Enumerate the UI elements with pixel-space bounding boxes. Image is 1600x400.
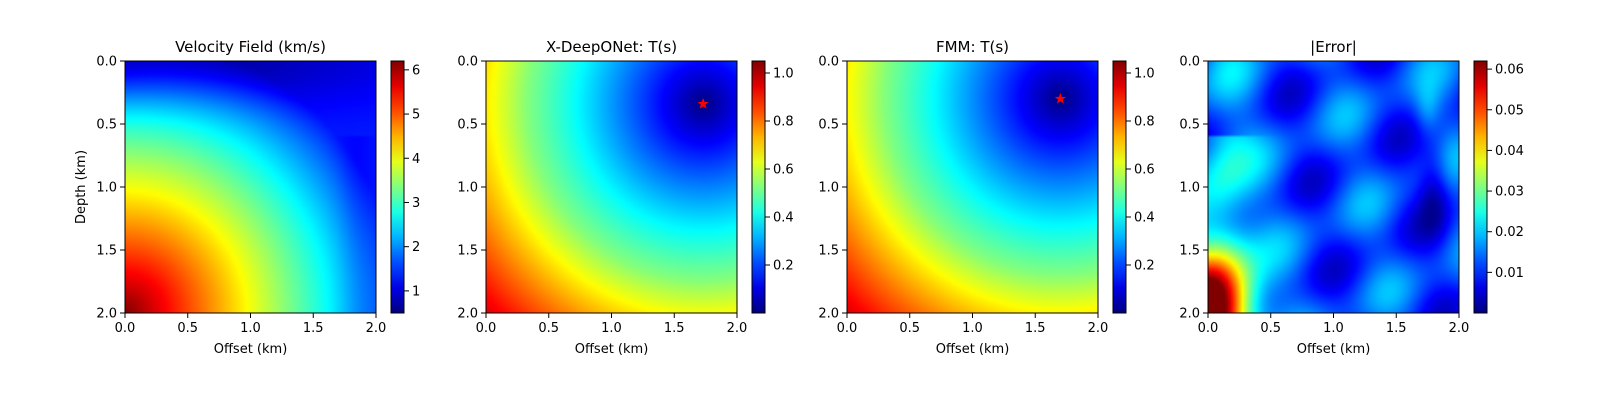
chart-title: |Error| xyxy=(1310,38,1357,56)
colorbar-tick-label: 0.03 xyxy=(1495,185,1524,200)
x-tick-label: 1.5 xyxy=(303,321,324,336)
colorbar-tick-label: 1.0 xyxy=(773,67,794,82)
colorbar xyxy=(390,60,405,314)
y-tick-label: 0.5 xyxy=(1179,118,1200,133)
colorbar-tick-label: 0.4 xyxy=(1134,211,1155,226)
x-tick-label: 1.0 xyxy=(1323,321,1344,336)
colorbar-tick-label: 0.4 xyxy=(773,211,794,226)
x-axis-label: Offset (km) xyxy=(1297,342,1371,357)
heatmap-image xyxy=(1208,61,1459,313)
colorbar-tick-label: 1 xyxy=(412,284,420,299)
y-tick-label: 1.0 xyxy=(457,181,478,196)
x-tick-label: 2.0 xyxy=(1449,321,1470,336)
x-tick-label: 1.0 xyxy=(962,321,983,336)
y-tick-label: 1.0 xyxy=(1179,181,1200,196)
colorbar-tick-label: 0.05 xyxy=(1495,103,1524,118)
x-tick-label: 2.0 xyxy=(1088,321,1109,336)
y-tick-label: 0.0 xyxy=(96,55,117,70)
x-tick-label: 0.5 xyxy=(1260,321,1281,336)
colorbar xyxy=(1473,60,1488,314)
heatmap-image xyxy=(486,61,737,313)
x-tick-label: 1.5 xyxy=(664,321,685,336)
y-tick-label: 0.5 xyxy=(818,118,839,133)
panel-1: Velocity Field (km/s)0.0 0.5 1.0 1.5 2.00.00… xyxy=(74,38,420,357)
colorbar-tick-label: 0.06 xyxy=(1495,63,1524,78)
y-tick-label: 1.0 xyxy=(96,181,117,196)
x-tick-label: 0.5 xyxy=(538,321,559,336)
x-axis-label: Offset (km) xyxy=(936,342,1010,357)
colorbar-tick-label: 5 xyxy=(412,108,420,123)
x-tick-label: 1.0 xyxy=(601,321,622,336)
x-axis-label: Offset (km) xyxy=(214,342,288,357)
y-tick-label: 1.5 xyxy=(96,244,117,259)
colorbar xyxy=(751,60,766,314)
x-tick-label: 0.0 xyxy=(1198,321,1219,336)
colorbar-tick-label: 1.0 xyxy=(1134,67,1155,82)
y-tick-label: 2.0 xyxy=(818,307,839,322)
y-tick-label: 1.0 xyxy=(818,181,839,196)
panel-3: FMM: T(s)0.0 0.5 1.0 1.5 2.00.00.51.01.52.0O… xyxy=(818,38,1154,357)
y-axis-label: Depth (km) xyxy=(74,150,89,224)
x-tick-label: 0.5 xyxy=(177,321,198,336)
y-tick-label: 0.0 xyxy=(1179,55,1200,70)
y-tick-label: 0.0 xyxy=(457,55,478,70)
y-tick-label: 1.5 xyxy=(818,244,839,259)
colorbar xyxy=(1112,60,1127,314)
x-tick-label: 0.0 xyxy=(115,321,136,336)
colorbar-tick-label: 0.8 xyxy=(773,115,794,130)
colorbar-tick-label: 0.02 xyxy=(1495,225,1524,240)
colorbar-tick-label: 0.2 xyxy=(1134,259,1155,274)
colorbar-tick-label: 6 xyxy=(412,63,420,78)
colorbar-tick-label: 3 xyxy=(412,196,420,211)
panel-4: |Error|0.0 0.5 1.0 1.5 2.00.00.51.01.52.0Off… xyxy=(1179,38,1524,357)
y-tick-label: 2.0 xyxy=(457,307,478,322)
chart-title: FMM: T(s) xyxy=(936,38,1009,56)
x-tick-label: 0.0 xyxy=(837,321,858,336)
y-tick-label: 1.5 xyxy=(1179,244,1200,259)
x-tick-label: 1.0 xyxy=(240,321,261,336)
x-tick-label: 1.5 xyxy=(1025,321,1046,336)
y-tick-label: 1.5 xyxy=(457,244,478,259)
y-tick-label: 0.0 xyxy=(818,55,839,70)
x-tick-label: 2.0 xyxy=(366,321,387,336)
source-star-marker xyxy=(697,97,709,109)
colorbar-tick-label: 2 xyxy=(412,240,420,255)
colorbar-tick-label: 0.8 xyxy=(1134,115,1155,130)
y-tick-label: 2.0 xyxy=(1179,307,1200,322)
x-tick-label: 1.5 xyxy=(1386,321,1407,336)
colorbar-tick-label: 0.6 xyxy=(773,163,794,178)
colorbar-tick-label: 0.6 xyxy=(1134,163,1155,178)
x-tick-label: 0.0 xyxy=(476,321,497,336)
y-tick-label: 0.5 xyxy=(96,118,117,133)
heatmap-image xyxy=(847,61,1098,313)
x-tick-label: 0.5 xyxy=(899,321,920,336)
colorbar-tick-label: 4 xyxy=(412,152,420,167)
chart-title: Velocity Field (km/s) xyxy=(175,38,326,56)
chart-title: X-DeepONet: T(s) xyxy=(546,38,677,56)
colorbar-tick-label: 0.04 xyxy=(1495,144,1524,159)
x-axis-label: Offset (km) xyxy=(575,342,649,357)
y-tick-label: 0.5 xyxy=(457,118,478,133)
x-tick-label: 2.0 xyxy=(727,321,748,336)
heatmap-image xyxy=(125,61,376,313)
y-tick-label: 2.0 xyxy=(96,307,117,322)
colorbar-tick-label: 0.01 xyxy=(1495,266,1524,281)
colorbar-tick-label: 0.2 xyxy=(773,259,794,274)
source-star-marker xyxy=(1054,92,1066,104)
panel-2: X-DeepONet: T(s)0.0 0.5 1.0 1.5 2.00.00.51.0… xyxy=(457,38,793,357)
